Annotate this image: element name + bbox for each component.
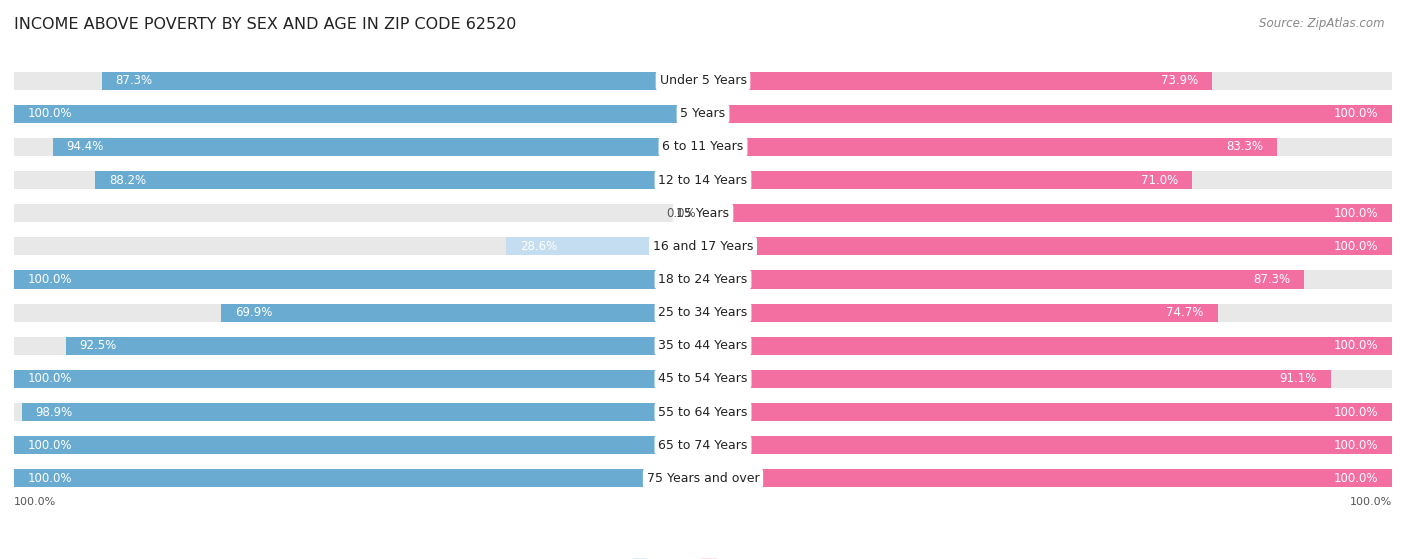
- Text: 100.0%: 100.0%: [1334, 472, 1378, 485]
- Bar: [14, 105, 1392, 123]
- Bar: [703, 271, 1305, 288]
- Text: 100.0%: 100.0%: [1334, 439, 1378, 452]
- Bar: [52, 138, 703, 156]
- Bar: [66, 337, 703, 355]
- Bar: [703, 105, 1392, 123]
- Bar: [506, 237, 703, 255]
- Bar: [703, 204, 1392, 222]
- Text: Source: ZipAtlas.com: Source: ZipAtlas.com: [1260, 17, 1385, 30]
- Bar: [703, 171, 1192, 190]
- Legend: Male, Female: Male, Female: [626, 553, 780, 559]
- Text: 100.0%: 100.0%: [28, 107, 72, 120]
- Text: 15 Years: 15 Years: [676, 207, 730, 220]
- Text: 100.0%: 100.0%: [1334, 107, 1378, 120]
- Text: 12 to 14 Years: 12 to 14 Years: [658, 174, 748, 187]
- Bar: [14, 403, 1392, 421]
- Text: 28.6%: 28.6%: [520, 240, 557, 253]
- Bar: [21, 403, 703, 421]
- Bar: [14, 469, 703, 487]
- Text: 16 and 17 Years: 16 and 17 Years: [652, 240, 754, 253]
- Text: 100.0%: 100.0%: [14, 497, 56, 507]
- Bar: [14, 337, 1392, 355]
- Bar: [101, 72, 703, 90]
- Bar: [703, 403, 1392, 421]
- Text: 100.0%: 100.0%: [28, 273, 72, 286]
- Bar: [703, 469, 1392, 487]
- Text: 74.7%: 74.7%: [1167, 306, 1204, 319]
- Bar: [703, 237, 1392, 255]
- Text: 94.4%: 94.4%: [66, 140, 104, 154]
- Bar: [14, 237, 1392, 255]
- Bar: [96, 171, 703, 190]
- Text: 91.1%: 91.1%: [1279, 372, 1317, 385]
- Bar: [703, 436, 1392, 454]
- Text: 83.3%: 83.3%: [1226, 140, 1263, 154]
- Bar: [14, 369, 703, 388]
- Text: 75 Years and over: 75 Years and over: [647, 472, 759, 485]
- Bar: [14, 72, 1392, 90]
- Text: 25 to 34 Years: 25 to 34 Years: [658, 306, 748, 319]
- Text: 100.0%: 100.0%: [1350, 497, 1392, 507]
- Text: 87.3%: 87.3%: [1254, 273, 1291, 286]
- Text: INCOME ABOVE POVERTY BY SEX AND AGE IN ZIP CODE 62520: INCOME ABOVE POVERTY BY SEX AND AGE IN Z…: [14, 17, 516, 32]
- Text: 87.3%: 87.3%: [115, 74, 152, 87]
- Bar: [221, 304, 703, 322]
- Text: 100.0%: 100.0%: [28, 439, 72, 452]
- Text: 88.2%: 88.2%: [110, 174, 146, 187]
- Bar: [14, 304, 1392, 322]
- Text: 98.9%: 98.9%: [35, 405, 73, 419]
- Text: 6 to 11 Years: 6 to 11 Years: [662, 140, 744, 154]
- Text: 100.0%: 100.0%: [1334, 339, 1378, 352]
- Bar: [14, 204, 1392, 222]
- Text: 45 to 54 Years: 45 to 54 Years: [658, 372, 748, 385]
- Text: 69.9%: 69.9%: [235, 306, 273, 319]
- Text: 100.0%: 100.0%: [1334, 207, 1378, 220]
- Text: 100.0%: 100.0%: [28, 372, 72, 385]
- Text: 65 to 74 Years: 65 to 74 Years: [658, 439, 748, 452]
- Bar: [703, 337, 1392, 355]
- Bar: [14, 171, 1392, 190]
- Bar: [14, 469, 1392, 487]
- Text: 55 to 64 Years: 55 to 64 Years: [658, 405, 748, 419]
- Bar: [703, 72, 1212, 90]
- Text: 92.5%: 92.5%: [80, 339, 117, 352]
- Bar: [14, 271, 703, 288]
- Bar: [703, 138, 1277, 156]
- Text: Under 5 Years: Under 5 Years: [659, 74, 747, 87]
- Text: 18 to 24 Years: 18 to 24 Years: [658, 273, 748, 286]
- Bar: [14, 271, 1392, 288]
- Text: 100.0%: 100.0%: [1334, 405, 1378, 419]
- Text: 71.0%: 71.0%: [1142, 174, 1178, 187]
- Text: 5 Years: 5 Years: [681, 107, 725, 120]
- Bar: [14, 138, 1392, 156]
- Text: 73.9%: 73.9%: [1161, 74, 1198, 87]
- Bar: [703, 369, 1330, 388]
- Text: 100.0%: 100.0%: [1334, 240, 1378, 253]
- Bar: [14, 436, 1392, 454]
- Text: 35 to 44 Years: 35 to 44 Years: [658, 339, 748, 352]
- Text: 0.0%: 0.0%: [666, 207, 696, 220]
- Bar: [14, 105, 703, 123]
- Text: 100.0%: 100.0%: [28, 472, 72, 485]
- Bar: [703, 304, 1218, 322]
- Bar: [14, 436, 703, 454]
- Bar: [14, 369, 1392, 388]
